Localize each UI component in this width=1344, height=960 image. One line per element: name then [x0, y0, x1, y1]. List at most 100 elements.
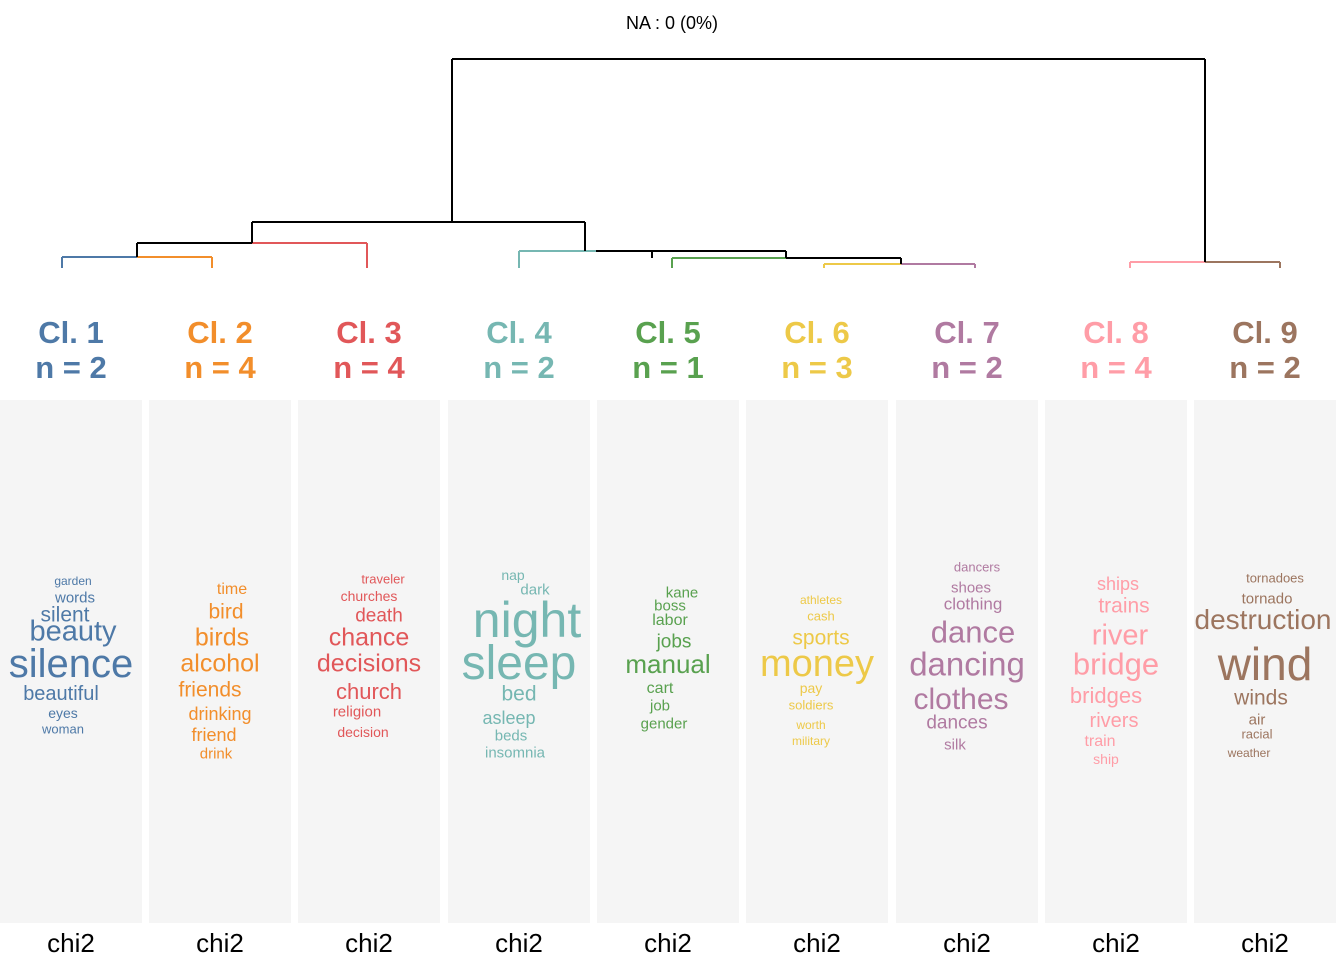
cluster-name: Cl. 7 [934, 315, 1000, 350]
cluster-name: Cl. 3 [336, 315, 402, 350]
cloud-word: eyes [48, 705, 78, 721]
column-footer-label: chi2 [495, 928, 543, 958]
cloud-word: boss [654, 597, 686, 615]
cloud-word: silent [40, 603, 90, 627]
cloud-word: cash [807, 608, 835, 624]
word-cloud-panel [0, 400, 142, 923]
cloud-word: bridges [1069, 683, 1143, 708]
cluster-count: n = 2 [483, 350, 555, 385]
word-cloud-panel [597, 400, 739, 923]
cloud-word: dancers [953, 559, 1001, 575]
word-cloud-panel [1045, 400, 1187, 923]
cluster-count: n = 2 [1229, 350, 1301, 385]
cloud-word: train [1084, 733, 1116, 750]
cloud-word: ships [1096, 574, 1140, 594]
column-footer-label: chi2 [47, 928, 95, 958]
cluster-name: Cl. 1 [38, 315, 104, 350]
column-footer-label: chi2 [196, 928, 244, 958]
cloud-word: sleep [461, 637, 577, 690]
cluster-name: Cl. 5 [635, 315, 701, 350]
cluster-name: Cl. 9 [1232, 315, 1298, 350]
cloud-word: cart [646, 680, 674, 697]
word-cloud-panel [149, 400, 291, 923]
column-footer-label: chi2 [1241, 928, 1289, 958]
cloud-word: silence [8, 642, 134, 686]
cluster-count: n = 3 [781, 350, 853, 385]
cloud-word: chance [328, 623, 410, 652]
cloud-word: river [1091, 619, 1149, 652]
cloud-word: tornadoes [1246, 570, 1304, 586]
cloud-word: garden [54, 574, 92, 588]
word-cloud-panel [448, 400, 590, 923]
cloud-word: pay [799, 680, 823, 696]
cloud-word: traveler [361, 571, 405, 587]
cloud-word: words [54, 589, 96, 607]
cloud-word: manual [625, 649, 711, 679]
cloud-word: labor [652, 612, 688, 629]
cloud-word: church [335, 679, 403, 704]
column-footer-label: chi2 [943, 928, 991, 958]
cluster-name: Cl. 8 [1083, 315, 1149, 350]
cloud-word: religion [332, 703, 382, 721]
cloud-word: night [472, 592, 582, 648]
word-cloud-panel [896, 400, 1038, 923]
cloud-word: weather [1227, 746, 1271, 760]
cloud-word: air [1248, 711, 1266, 729]
cloud-word: jobs [656, 631, 692, 653]
cloud-word: time [216, 581, 248, 598]
cluster-count: n = 4 [333, 350, 405, 385]
column-footer-label: chi2 [345, 928, 393, 958]
cloud-word: tornado [1241, 590, 1293, 608]
word-cloud-panel [746, 400, 888, 923]
cluster-count: n = 4 [184, 350, 256, 385]
column-footer-label: chi2 [1092, 928, 1140, 958]
cloud-word: death [355, 605, 403, 627]
cloud-word: clothing [943, 594, 1003, 614]
cloud-word: friend [191, 725, 237, 745]
cluster-count: n = 2 [35, 350, 107, 385]
cloud-word: athletes [799, 593, 843, 607]
cluster-name: Cl. 6 [784, 315, 850, 350]
cluster-count: n = 2 [931, 350, 1003, 385]
cloud-word: bed [501, 682, 537, 706]
cloud-word: beautiful [23, 683, 99, 705]
cloud-word: dance [930, 614, 1016, 650]
cloud-word: winds [1234, 686, 1288, 710]
word-cloud-panel [298, 400, 440, 923]
cloud-word: ship [1093, 751, 1119, 767]
cloud-word: insomnia [484, 744, 546, 762]
cloud-word: soldiers [788, 697, 834, 713]
cloud-word: military [792, 734, 830, 748]
cloud-word: beauty [29, 615, 117, 648]
cloud-word: trains [1098, 594, 1150, 618]
column-footer-label: chi2 [644, 928, 692, 958]
cloud-word: money [759, 643, 875, 685]
cloud-word: dancing [909, 645, 1025, 683]
column-footer-label: chi2 [793, 928, 841, 958]
cluster-name: Cl. 4 [486, 315, 552, 350]
cloud-word: nap [501, 567, 525, 583]
cloud-word: sports [792, 626, 850, 650]
cloud-word: worth [796, 718, 826, 732]
cloud-word: friends [178, 678, 242, 702]
cloud-word: bridge [1072, 646, 1160, 682]
cluster-name: Cl. 2 [187, 315, 253, 350]
cloud-word: wind [1217, 638, 1313, 690]
cloud-word: bird [208, 600, 244, 624]
cloud-word: birds [194, 623, 250, 652]
